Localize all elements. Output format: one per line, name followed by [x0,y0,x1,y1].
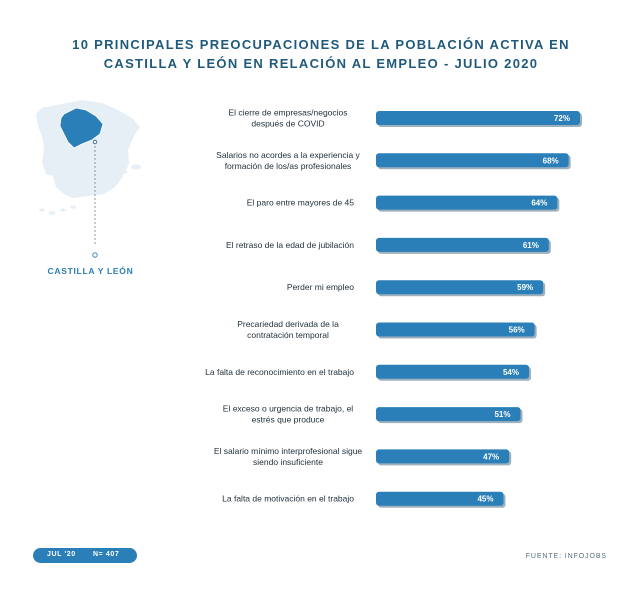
bar [376,195,558,210]
bar [376,237,549,252]
category-label-line: El paro entre mayores de 45 [247,198,355,208]
bar [376,280,544,295]
bar-group: 47% El salario mínimo interprofesional si… [214,446,512,467]
bar [376,111,580,125]
category-label: El exceso o urgencia de trabajo, el estré… [223,404,354,425]
bar-value-label: 56% [509,326,525,335]
bar-value-label: 61% [523,241,539,250]
bar-value-label: 72% [554,114,570,123]
category-label: La falta de reconocimiento en el trabajo [205,367,354,377]
category-label: El salario mínimo interprofesional sigue… [214,446,363,467]
bar-group: 56% Precariedad derivada de la contratació… [237,319,537,340]
period-label: JUL '20 [47,551,76,558]
bar-group: 64% El paro entre mayores de 45 [247,195,560,212]
category-label: El retraso de la edad de jubilación [226,240,354,250]
region-label: CASTILLA Y LEÓN [47,266,134,276]
bar-value-label: 51% [494,410,510,419]
category-label: Perder mi empleo [287,282,354,292]
bar-group: 72% El cierre de empresas/negocios después… [228,108,582,129]
bar-value-label: 68% [543,156,559,165]
sample-badge: JUL '20 N= 407 [33,548,137,563]
bar-group: 54% La falta de reconocimiento en el trab… [205,364,531,381]
castilla-y-leon-region [59,107,104,149]
bar [376,322,535,337]
bar-group: 45% La falta de motivación en el trabajo [222,491,506,508]
leader-end-dot [92,252,98,258]
bar-group: 68% Salarios no acordes a la experiencia … [216,150,571,171]
category-label: Precariedad derivada de la contratación t… [237,319,339,340]
canary-island [39,208,45,212]
category-label-line: La falta de reconocimiento en el trabajo [205,367,354,377]
bar-group: 61% El retraso de la edad de jubilación [226,237,551,254]
sample-size-label: N= 407 [93,551,120,558]
bar [376,364,529,379]
category-label-line: Perder mi empleo [287,282,354,292]
category-label-line: El salario mínimo interprofesional sigue [214,446,363,456]
category-label-line: La falta de motivación en el trabajo [222,494,354,504]
bar-value-label: 64% [531,199,547,208]
category-label-line: El cierre de empresas/negocios [228,108,347,118]
category-label-line: Precariedad derivada de la [237,319,339,329]
chart-title-line-1: 10 PRINCIPALES PREOCUPACIONES DE LA POBL… [72,37,570,52]
category-label: La falta de motivación en el trabajo [222,494,354,504]
balearic-island [122,170,128,174]
bar-value-label: 59% [517,283,533,292]
category-label-line: formación de los/as profesionales [225,161,352,171]
category-label-line: El retraso de la edad de jubilación [226,240,354,250]
category-label-line: contratación temporal [247,330,329,340]
bar-value-label: 54% [503,368,519,377]
bar [376,449,510,464]
balearic-island [131,164,141,170]
category-label-line: El exceso o urgencia de trabajo, el [223,404,354,414]
bar-value-label: 45% [477,495,493,504]
category-label-line: después de COVID [251,119,324,129]
source-label: FUENTE: INFOJOBS [525,553,607,560]
category-label-line: estrés que produce [252,415,325,425]
category-label-line: siendo insuficiente [253,457,323,467]
category-label-line: Salarios no acordes a la experiencia y [216,150,360,160]
bar-group: 51% El exceso o urgencia de trabajo, el es… [223,404,523,425]
chart-title-line-2: CASTILLA Y LEÓN EN RELACIÓN AL EMPLEO - … [103,56,539,71]
category-label: El cierre de empresas/negocios después de… [228,108,347,129]
canary-island [70,205,76,209]
spain-map [36,100,141,258]
category-label: El paro entre mayores de 45 [247,198,355,208]
bar-value-label: 47% [483,452,499,461]
bar [376,153,569,168]
canary-island [60,208,66,212]
leader-dot [92,139,98,145]
bar [376,407,521,422]
bar-group: 59% Perder mi empleo [287,280,546,297]
canary-island [48,211,56,215]
bar [376,491,504,506]
category-label: Salarios no acordes a la experiencia y fo… [216,150,360,171]
